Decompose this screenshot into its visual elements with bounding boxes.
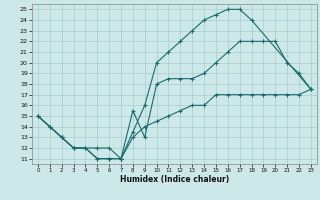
X-axis label: Humidex (Indice chaleur): Humidex (Indice chaleur) (120, 175, 229, 184)
